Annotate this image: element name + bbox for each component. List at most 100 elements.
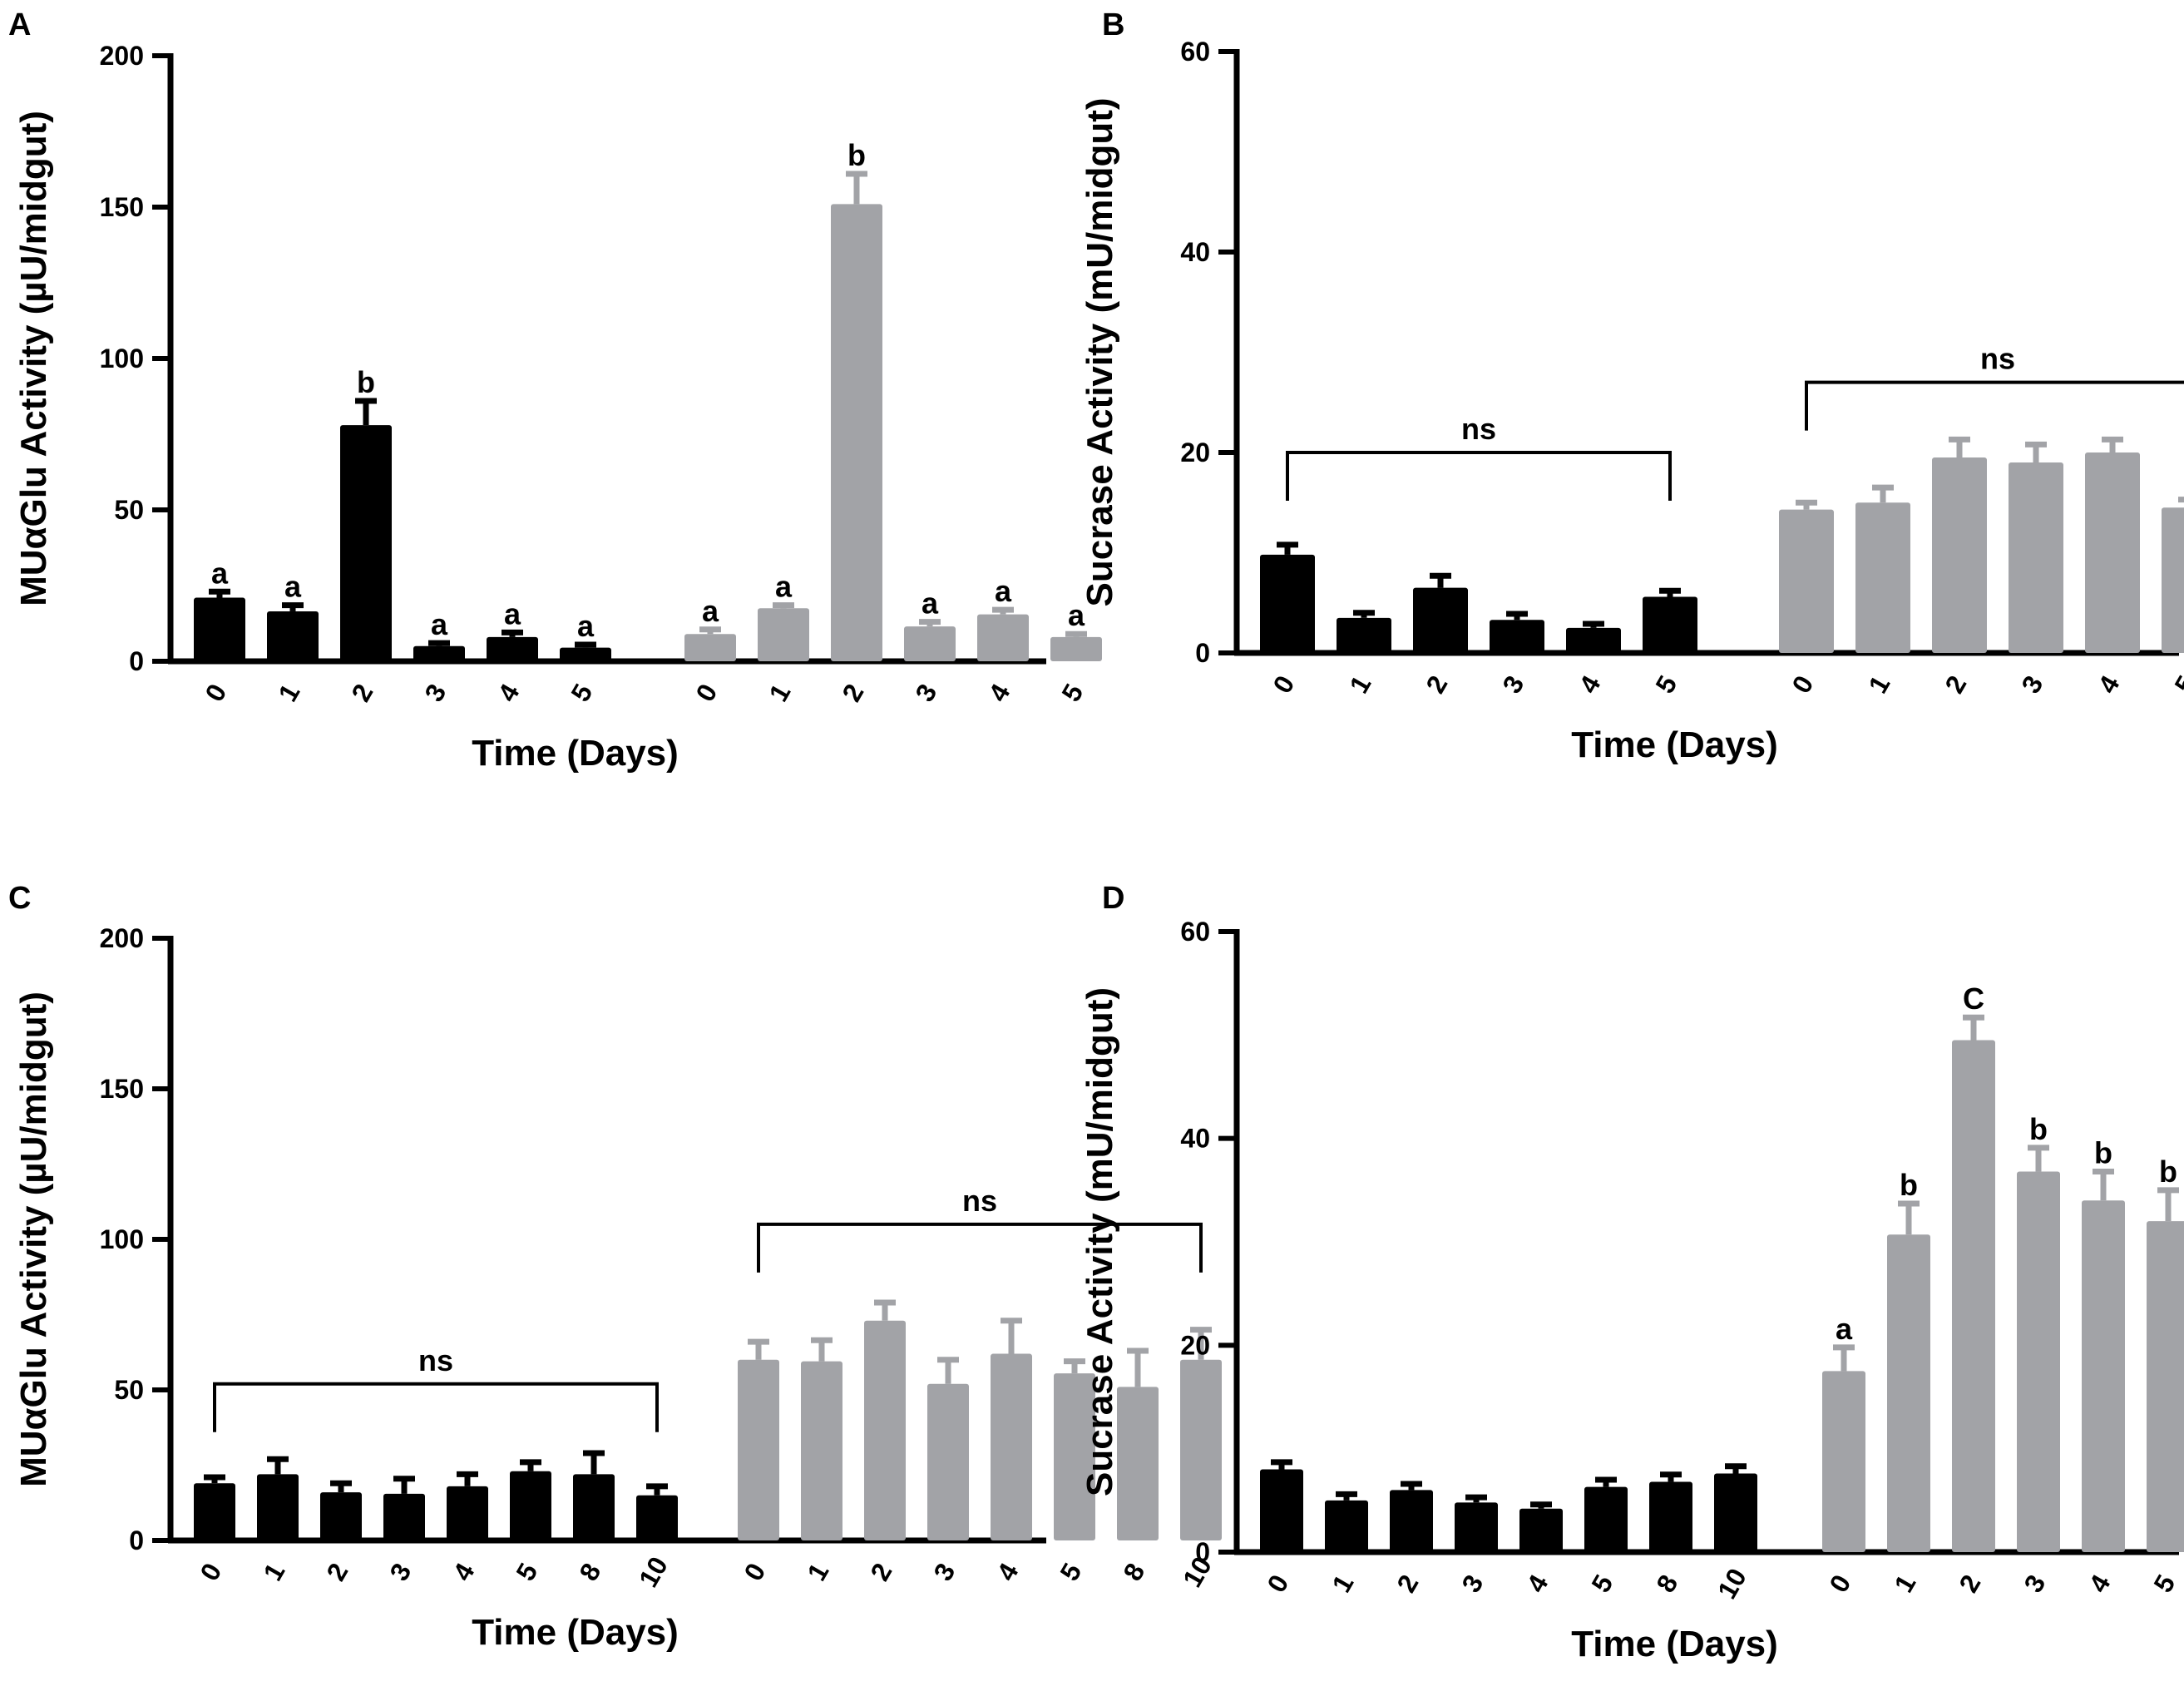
significance-letter: b [2029, 1112, 2048, 1146]
x-tick-label: 10 [1712, 1563, 1752, 1604]
x-tick-label: 4 [1573, 670, 1606, 699]
x-axis-title: Time (Days) [472, 1612, 679, 1653]
significance-letter: b [1900, 1168, 1918, 1202]
panel-d-letter: D [1102, 881, 1124, 916]
ns-label: ns [1980, 342, 2015, 376]
x-tick-label: 5 [1585, 1570, 1618, 1597]
y-tick-label: 60 [1180, 37, 1210, 67]
x-axis-title: Time (Days) [1571, 724, 1778, 765]
x-tick-label: 3 [909, 679, 942, 706]
y-tick-label: 50 [114, 1375, 144, 1405]
significance-letter: a [922, 586, 939, 621]
significance-letter: a [431, 607, 448, 641]
significance-letter: a [775, 570, 793, 604]
x-tick-label: 2 [1953, 1570, 1986, 1597]
bar [1822, 1371, 1865, 1552]
bar [1779, 509, 1834, 653]
y-tick-label: 20 [1180, 438, 1210, 467]
bar [1714, 1473, 1757, 1552]
x-tick-label: 2 [1420, 670, 1453, 698]
y-tick-label: 40 [1180, 1124, 1210, 1154]
significance-letter: b [2094, 1135, 2112, 1169]
x-tick-label: 5 [1055, 679, 1089, 706]
bar [1932, 457, 1987, 653]
x-tick-label: 0 [1261, 1570, 1294, 1597]
bar [1054, 1373, 1095, 1540]
x-tick-label: 2 [1391, 1570, 1424, 1597]
panel-b-letter: B [1102, 7, 1124, 42]
bar [1519, 1508, 1563, 1552]
x-tick-label: 0 [194, 1558, 227, 1585]
bar [2162, 507, 2184, 653]
x-tick-label: 4 [492, 679, 525, 707]
significance-letter: b [2159, 1155, 2177, 1189]
bar [1390, 1490, 1433, 1552]
x-tick-label: 0 [1786, 670, 1819, 698]
x-tick-label: 3 [927, 1558, 961, 1585]
ns-bracket [1286, 451, 1672, 501]
bar [977, 614, 1029, 661]
y-tick-label: 0 [1195, 638, 1210, 668]
y-tick-label: 200 [100, 41, 144, 71]
bar [1337, 617, 1391, 653]
significance-letter: C [1963, 982, 1984, 1016]
bar [1584, 1486, 1628, 1552]
y-tick-label: 0 [1195, 1537, 1210, 1567]
significance-letter: a [284, 570, 302, 604]
bar [2082, 1200, 2125, 1552]
x-tick-label: 5 [510, 1558, 543, 1585]
bar [864, 1320, 906, 1540]
x-tick-label: 3 [383, 1558, 417, 1585]
panel-c-letter: C [8, 881, 31, 916]
bar [1325, 1500, 1368, 1552]
bar [383, 1493, 425, 1540]
x-tick-label: 4 [1520, 1570, 1554, 1598]
x-tick-label: 1 [257, 1558, 290, 1585]
x-tick-label: 3 [1496, 670, 1529, 698]
bar [1649, 1481, 1692, 1552]
y-tick-label: 40 [1180, 237, 1210, 267]
bar [1490, 620, 1544, 653]
bar [1117, 1387, 1159, 1540]
x-axis-title: Time (Days) [472, 733, 679, 774]
x-tick-label: 4 [982, 679, 1015, 707]
bar [758, 608, 809, 661]
y-tick-label: 60 [1180, 917, 1210, 947]
y-axis-title: MUαGlu Activity (µU/midgut) [13, 111, 54, 606]
x-tick-label: 4 [991, 1558, 1024, 1586]
bar [1952, 1040, 1995, 1552]
x-tick-label: 5 [565, 679, 598, 706]
bar [1413, 587, 1468, 653]
bar [831, 204, 882, 662]
bar [1260, 1469, 1303, 1552]
x-tick-label: 4 [2083, 1570, 2116, 1598]
x-tick-label: 3 [1455, 1570, 1489, 1597]
y-axis-title: MUαGlu Activity (µU/midgut) [13, 991, 54, 1487]
x-tick-label: 2 [320, 1558, 353, 1585]
x-tick-label: 0 [1823, 1570, 1856, 1597]
y-tick-label: 50 [114, 495, 144, 525]
x-tick-label: 1 [801, 1558, 834, 1585]
x-tick-label: 0 [738, 1558, 771, 1585]
bar [1260, 554, 1315, 653]
x-tick-label: 4 [2092, 670, 2125, 699]
y-tick-label: 100 [100, 344, 144, 373]
bar [991, 1353, 1032, 1540]
y-tick-label: 200 [100, 923, 144, 953]
x-tick-label: 8 [1117, 1558, 1150, 1585]
x-tick-label: 1 [1862, 670, 1895, 698]
y-axis-title: Sucrase Activity (mU/midgut) [1080, 987, 1120, 1496]
bar [2147, 1221, 2184, 1552]
bar [1887, 1234, 1930, 1552]
significance-letter: a [211, 556, 229, 590]
x-tick-label: 3 [2015, 670, 2048, 698]
x-tick-label: 5 [2147, 1570, 2181, 1597]
bar [1643, 596, 1697, 653]
x-tick-label: 3 [418, 679, 452, 706]
x-tick-label: 2 [1939, 670, 1972, 698]
bar [257, 1474, 299, 1540]
bar [904, 626, 956, 661]
y-tick-label: 150 [100, 192, 144, 222]
x-tick-label: 1 [763, 679, 796, 706]
